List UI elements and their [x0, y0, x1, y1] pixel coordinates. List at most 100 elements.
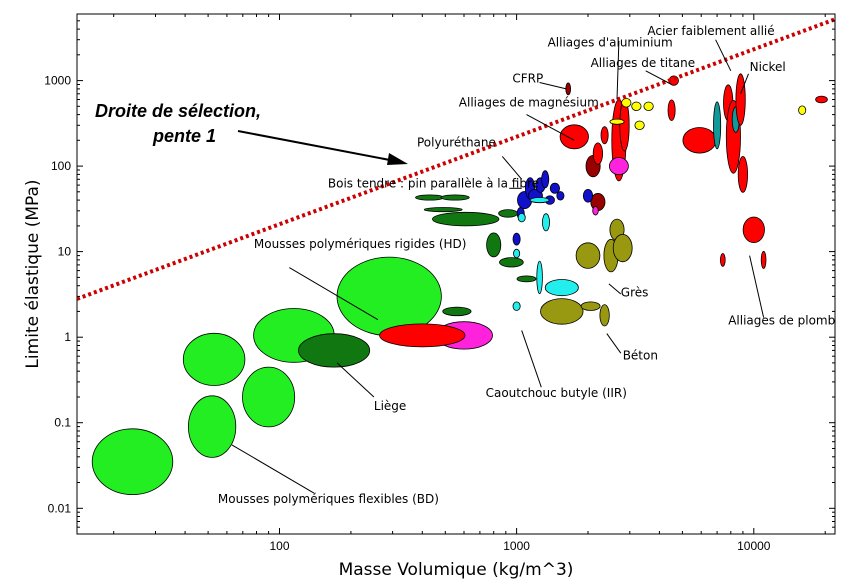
x-tick-label-1: 1000 — [503, 539, 530, 553]
bubble-30 — [536, 260, 543, 295]
bubble-56 — [634, 120, 645, 131]
bubble-37 — [580, 301, 601, 311]
annotation-leader-1 — [715, 39, 732, 72]
bubble-18 — [512, 232, 521, 246]
bubble-31 — [512, 301, 521, 311]
annotation-label-5: Alliages de magnésium — [459, 95, 599, 109]
bubble-8 — [379, 323, 466, 348]
bubble-11 — [440, 194, 470, 201]
annotation-leader-4 — [539, 82, 567, 90]
annotation-leader-5 — [526, 114, 575, 141]
annotation-label-0: Alliages d'aluminium — [548, 36, 673, 50]
y-axis-title: Limite élastique (MPa) — [23, 179, 43, 368]
annotation-leader-10 — [521, 330, 542, 388]
annotation-label-14: Mousses polymériques flexibles (BD) — [218, 492, 439, 506]
bubble-36 — [575, 242, 601, 269]
annotation-label-6: Polyuréthane — [417, 135, 496, 149]
bubble-51 — [619, 99, 630, 152]
annotation-leader-8 — [289, 267, 379, 321]
bubble-66 — [737, 155, 749, 193]
annotation-leader-11 — [608, 283, 622, 295]
annotation-leader-12 — [606, 333, 622, 354]
x-tick-label-2: 10000 — [737, 539, 771, 553]
annotation-label-10: Caoutchouc butyle (IIR) — [486, 386, 627, 400]
bubble-60 — [682, 127, 717, 154]
bubble-55 — [631, 101, 642, 112]
bubble-58 — [667, 99, 676, 121]
annotation-label-9: Liège — [374, 399, 406, 413]
bubble-34 — [544, 279, 579, 297]
annotation-label-2: Alliages de titane — [591, 56, 696, 70]
annotation-label-12: Béton — [623, 348, 658, 362]
annotation-label-11: Grès — [621, 285, 649, 299]
y-tick-label-0: 0.01 — [48, 501, 72, 515]
annotation-label-4: CFRP — [512, 72, 543, 86]
annotation-leader-9 — [336, 362, 375, 398]
bubble-41 — [612, 234, 633, 263]
bubble-3 — [242, 366, 296, 428]
bubble-12 — [423, 207, 463, 213]
bubble-57 — [643, 101, 654, 112]
annotation-label-8: Mousses polymériques rigides (HD) — [254, 237, 467, 251]
annotation-leader-2 — [645, 70, 672, 85]
bubble-53 — [609, 118, 625, 125]
bubble-26 — [549, 182, 561, 194]
selection-line — [77, 17, 835, 301]
bubble-33 — [517, 212, 526, 223]
selection-line-label-arrow — [237, 130, 408, 165]
bubble-29 — [542, 213, 551, 232]
selection-line-label-line1: Droite de sélection, — [95, 101, 261, 121]
y-tick-label-4: 100 — [51, 159, 71, 173]
bubble-1 — [188, 395, 237, 458]
x-tick-label-0: 100 — [269, 539, 289, 553]
annotation-leader-13 — [749, 255, 765, 318]
bubble-24 — [541, 170, 550, 189]
bubble-52 — [609, 157, 629, 176]
bubble-67 — [719, 253, 726, 267]
selection-line-layer — [77, 17, 835, 301]
bubble-0 — [91, 428, 174, 496]
bubble-49 — [600, 126, 609, 145]
bubble-35 — [540, 298, 584, 325]
bubble-47 — [559, 124, 589, 150]
selection-line-label-line2: pente 1 — [152, 126, 216, 146]
annotation-label-7: Bois tendre : pin parallèle à la fibre — [328, 177, 539, 191]
bubble-45 — [582, 189, 594, 203]
bubble-61 — [713, 101, 722, 150]
annotation-label-1: Acier faiblement allié — [647, 24, 774, 38]
y-tick-label-1: 0.1 — [54, 416, 71, 430]
bubble-17 — [498, 209, 519, 218]
annotation-leader-3 — [740, 73, 749, 94]
annotation-leader-0 — [616, 40, 620, 100]
bubble-9 — [442, 306, 472, 317]
bubble-38 — [599, 304, 610, 327]
y-tick-label-2: 1 — [64, 330, 71, 344]
bubble-28 — [529, 197, 550, 204]
annotation-leader-14 — [231, 444, 315, 494]
annotation-label-13: Alliages de plomb — [728, 314, 835, 328]
bubble-2 — [182, 332, 246, 386]
bubble-14 — [486, 232, 502, 258]
bubble-15 — [499, 257, 524, 268]
bubble-70 — [798, 105, 807, 115]
bubble-32 — [513, 248, 521, 259]
plot-area — [76, 13, 836, 535]
annotation-leader-6 — [501, 156, 523, 180]
bubble-68 — [742, 216, 765, 244]
y-tick-label-3: 10 — [58, 245, 72, 259]
bubble-27 — [556, 191, 565, 201]
annotation-label-3: Nickel — [750, 60, 786, 74]
bubble-48 — [592, 142, 604, 165]
x-axis-title: Masse Volumique (kg/m^3) — [339, 560, 574, 580]
bubble-46 — [592, 206, 599, 216]
bubble-16 — [516, 275, 537, 283]
bubble-6 — [298, 333, 371, 368]
y-tick-label-5: 1000 — [44, 74, 71, 88]
bubble-71 — [815, 95, 828, 104]
bubble-54 — [621, 98, 632, 108]
axes-layer: 100 1000 10000 0.01 0.1 1 10 100 1000 — [44, 13, 835, 553]
bubble-13 — [432, 211, 500, 227]
bubble-42 — [565, 82, 571, 96]
